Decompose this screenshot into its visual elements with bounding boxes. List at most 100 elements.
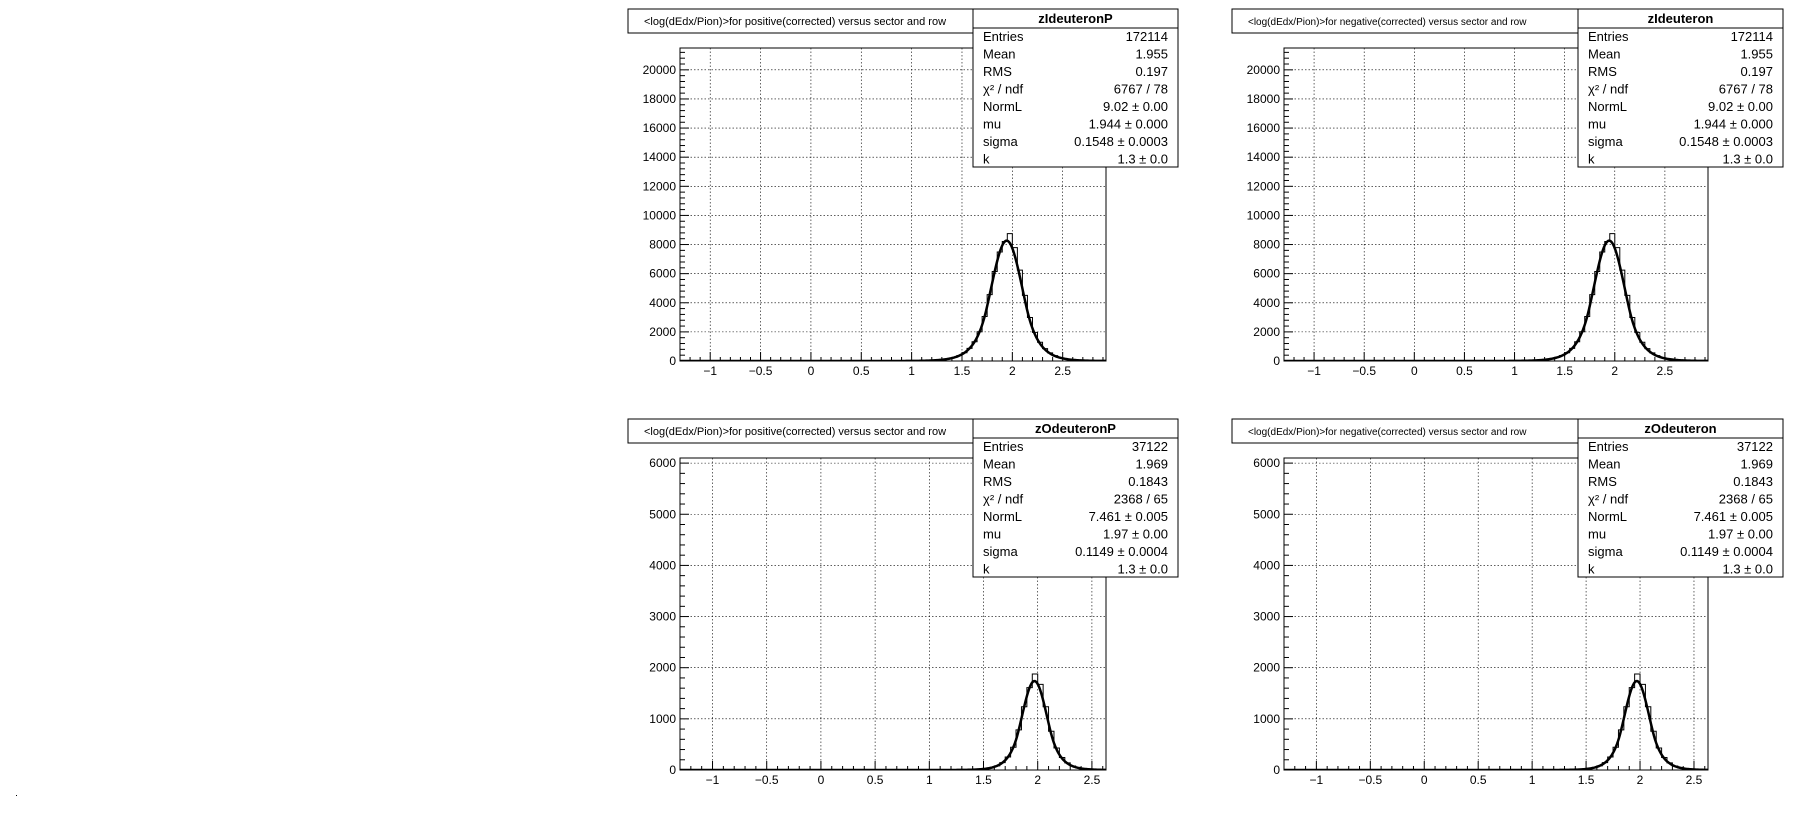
stats-label: sigma	[1588, 134, 1623, 149]
stats-label: k	[983, 562, 990, 577]
y-tick-label: 20000	[1247, 63, 1281, 77]
y-tick-label: 0	[669, 354, 676, 368]
stats-value: 1.955	[1740, 47, 1773, 62]
stats-label: Mean	[1588, 47, 1621, 62]
chart-panel-2: −1 −0.5 0 0.5 1 1.5 2 2.5 0 2000 4000 6000 8000 10000…	[1231, 8, 1784, 378]
chart-panel-1: −1 −0.5 0 0.5 1 1.5 2 2.5 0 2000 4000 6000 8000 10000…	[627, 8, 1179, 378]
stats-box	[972, 8, 1179, 168]
y-tick-label: 0	[1273, 763, 1280, 777]
y-tick-label: 0	[1273, 354, 1280, 368]
stats-value: 0.1843	[1733, 474, 1773, 489]
x-tick-label: 1.5	[1578, 773, 1595, 787]
fit-curve	[680, 679, 1106, 770]
stats-label: mu	[1588, 117, 1606, 132]
corner-dot	[16, 795, 17, 796]
x-tick-label: 2	[1611, 364, 1618, 378]
stats-label: sigma	[983, 134, 1018, 149]
y-tick-label: 20000	[643, 63, 677, 77]
stats-label: χ² / ndf	[983, 82, 1023, 97]
y-tick-label: 3000	[1253, 610, 1280, 624]
stats-value: 7.461 ± 0.005	[1089, 509, 1168, 524]
stats-value: 1.3 ± 0.0	[1722, 562, 1773, 577]
stats-label: Mean	[983, 457, 1016, 472]
y-tick-label: 0	[669, 763, 676, 777]
y-tick-label: 14000	[643, 150, 677, 164]
x-tick-label: 1.5	[975, 773, 992, 787]
stats-value: 0.1548 ± 0.0003	[1074, 134, 1168, 149]
stats-value: 2368 / 65	[1719, 492, 1773, 507]
x-tick-label: 1	[1529, 773, 1536, 787]
stats-value: 9.02 ± 0.00	[1103, 99, 1168, 114]
x-tick-label: 0.5	[853, 364, 870, 378]
y-tick-label: 6000	[1253, 456, 1280, 470]
y-tick-label: 14000	[1247, 150, 1281, 164]
x-tick-label: 0	[1411, 364, 1418, 378]
y-tick-label: 8000	[649, 238, 676, 252]
y-tick-label: 6000	[1253, 267, 1280, 281]
stats-label: RMS	[1588, 64, 1617, 79]
stats-label: RMS	[983, 474, 1012, 489]
stats-value: 1.944 ± 0.000	[1089, 117, 1168, 132]
stats-label: Entries	[1588, 439, 1629, 454]
stats-value: 1.944 ± 0.000	[1694, 117, 1773, 132]
stats-value: 1.3 ± 0.0	[1722, 152, 1773, 167]
y-tick-label: 8000	[1253, 238, 1280, 252]
stats-value: 172114	[1126, 29, 1168, 44]
chart-title: <log(dEdx/Pion)>for positive(corrected) …	[644, 426, 946, 438]
y-tick-label: 16000	[643, 121, 677, 135]
y-tick-label: 4000	[649, 296, 676, 310]
x-tick-label: −0.5	[755, 773, 779, 787]
chart-panel-4: −1 −0.5 0 0.5 1 1.5 2 2.5 0 1000 2000 3000 4000 5000 6…	[1231, 418, 1784, 787]
y-tick-label: 3000	[649, 610, 676, 624]
stats-label: χ² / ndf	[1588, 492, 1628, 507]
y-tick-label: 16000	[1247, 121, 1281, 135]
y-tick-label: 2000	[649, 325, 676, 339]
fit-curve	[1284, 679, 1708, 770]
x-tick-label: 0.5	[1470, 773, 1487, 787]
stats-label: mu	[983, 527, 1001, 542]
title-box	[1231, 418, 1631, 444]
y-tick-label: 4000	[649, 558, 676, 572]
stats-name: zOdeuteron	[1644, 421, 1716, 436]
stats-value: 37122	[1132, 439, 1168, 454]
stats-label: sigma	[983, 544, 1018, 559]
stats-label: Entries	[983, 29, 1024, 44]
stats-name: zIdeuteron	[1648, 11, 1714, 26]
stats-name: zOdeuteronP	[1035, 421, 1116, 436]
stats-value: 1.97 ± 0.00	[1103, 527, 1168, 542]
y-tick-label: 10000	[1247, 208, 1281, 222]
x-tick-label: 2.5	[1686, 773, 1703, 787]
x-tick-label: −0.5	[1358, 773, 1382, 787]
y-tick-label: 12000	[643, 179, 677, 193]
x-tick-label: 2	[1637, 773, 1644, 787]
chart-title: <log(dEdx/Pion)>for negative(corrected) …	[1248, 427, 1527, 438]
stats-value: 1.97 ± 0.00	[1708, 527, 1773, 542]
y-tick-label: 1000	[1253, 712, 1280, 726]
x-tick-label: 0	[818, 773, 825, 787]
stats-box	[1577, 418, 1784, 578]
stats-value: 1.3 ± 0.0	[1117, 562, 1168, 577]
stats-label: k	[983, 152, 990, 167]
stats-value: 2368 / 65	[1114, 492, 1168, 507]
y-tick-label: 4000	[1253, 558, 1280, 572]
stats-value: 0.1843	[1128, 474, 1168, 489]
stats-value: 6767 / 78	[1114, 82, 1168, 97]
x-tick-label: 0.5	[1456, 364, 1473, 378]
stats-name: zIdeuteronP	[1038, 11, 1113, 26]
y-tick-label: 10000	[643, 208, 677, 222]
x-tick-label: −1	[706, 773, 720, 787]
x-tick-label: 2.5	[1054, 364, 1071, 378]
stats-label: NormL	[983, 509, 1022, 524]
stats-value: 7.461 ± 0.005	[1694, 509, 1773, 524]
x-tick-label: −1	[703, 364, 717, 378]
chart-title: <log(dEdx/Pion)>for negative(corrected) …	[1248, 17, 1527, 28]
stats-value: 1.3 ± 0.0	[1117, 152, 1168, 167]
stats-label: Mean	[983, 47, 1016, 62]
y-tick-label: 18000	[643, 92, 677, 106]
stats-label: sigma	[1588, 544, 1623, 559]
fit-curve	[680, 239, 1106, 361]
stats-box	[972, 418, 1179, 578]
stats-label: RMS	[983, 64, 1012, 79]
stats-value: 9.02 ± 0.00	[1708, 99, 1773, 114]
stats-value: 37122	[1737, 439, 1773, 454]
